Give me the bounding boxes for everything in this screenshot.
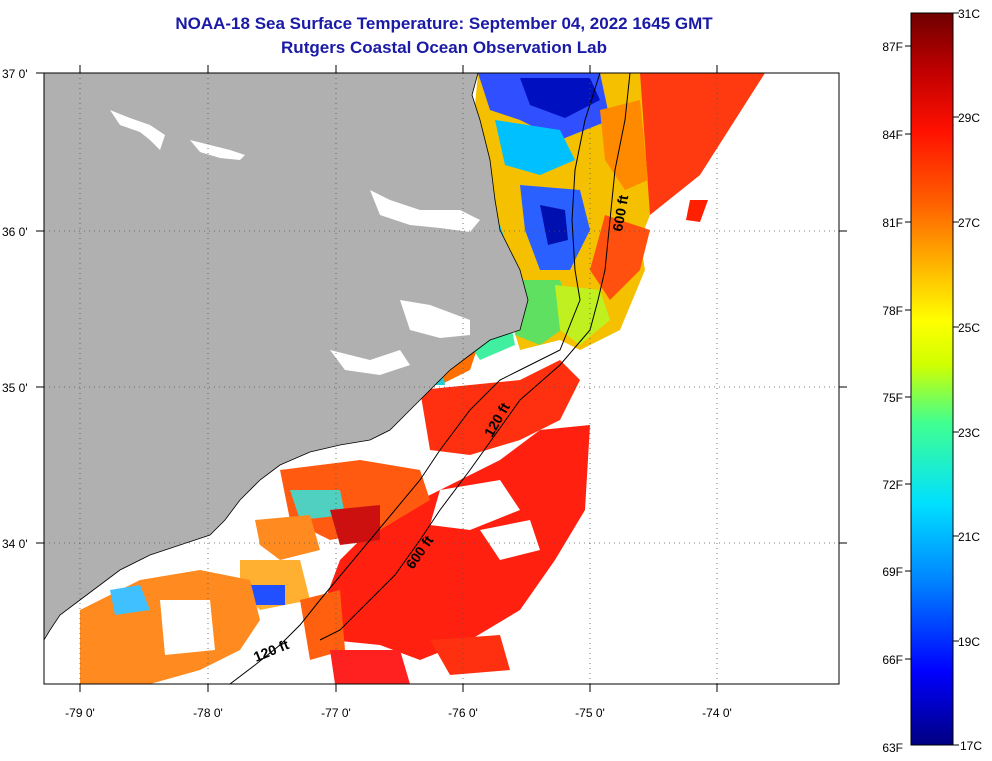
contour-label-600ft-north: 600 ft — [609, 193, 631, 232]
lat-label-37: 37 0' — [2, 67, 28, 81]
colorbar-f-78: 78F — [882, 304, 903, 318]
colorbar-f-69: 69F — [882, 565, 903, 579]
colorbar-f-75: 75F — [882, 391, 903, 405]
graticule — [44, 73, 839, 684]
lon-label-76: -76 0' — [448, 706, 478, 720]
colorbar-f-81: 81F — [882, 216, 903, 230]
depth-contours — [229, 73, 631, 684]
colorbar-f-84: 84F — [882, 128, 903, 142]
colorbar-c-29: 29C — [958, 111, 980, 125]
colorbar-f-66: 66F — [882, 653, 903, 667]
lon-label-74: -74 0' — [702, 706, 732, 720]
colorbar-c-17: 17C — [960, 739, 982, 753]
lon-label-75: -75 0' — [575, 706, 605, 720]
colorbar-c-23: 23C — [958, 426, 980, 440]
colorbar-c-27: 27C — [958, 216, 980, 230]
colorbar-c-21: 21C — [958, 530, 980, 544]
map-frame — [43, 72, 840, 685]
colorbar-c-25: 25C — [958, 321, 980, 335]
contour-120ft — [229, 73, 601, 684]
lon-label-78: -78 0' — [193, 706, 223, 720]
lon-label-77: -77 0' — [321, 706, 351, 720]
colorbar-f-72: 72F — [882, 478, 903, 492]
lon-label-79: -79 0' — [65, 706, 95, 720]
colorbar-c-19: 19C — [958, 635, 980, 649]
colorbar-ticks — [905, 12, 959, 746]
colorbar-f-87: 87F — [882, 40, 903, 54]
lat-label-36: 36 0' — [2, 225, 28, 239]
map-subtitle: Rutgers Coastal Ocean Observation Lab — [281, 38, 607, 57]
colorbar-c-31: 31C — [958, 7, 980, 21]
contour-600ft-north — [319, 73, 631, 641]
colorbar-f-63: 63F — [882, 741, 903, 755]
lat-label-34: 34 0' — [2, 537, 28, 551]
axis-ticks — [36, 65, 847, 692]
colorbar — [910, 12, 954, 746]
lat-label-35: 35 0' — [2, 381, 28, 395]
map-title: NOAA-18 Sea Surface Temperature: Septemb… — [175, 14, 713, 33]
inland-water — [110, 110, 480, 375]
